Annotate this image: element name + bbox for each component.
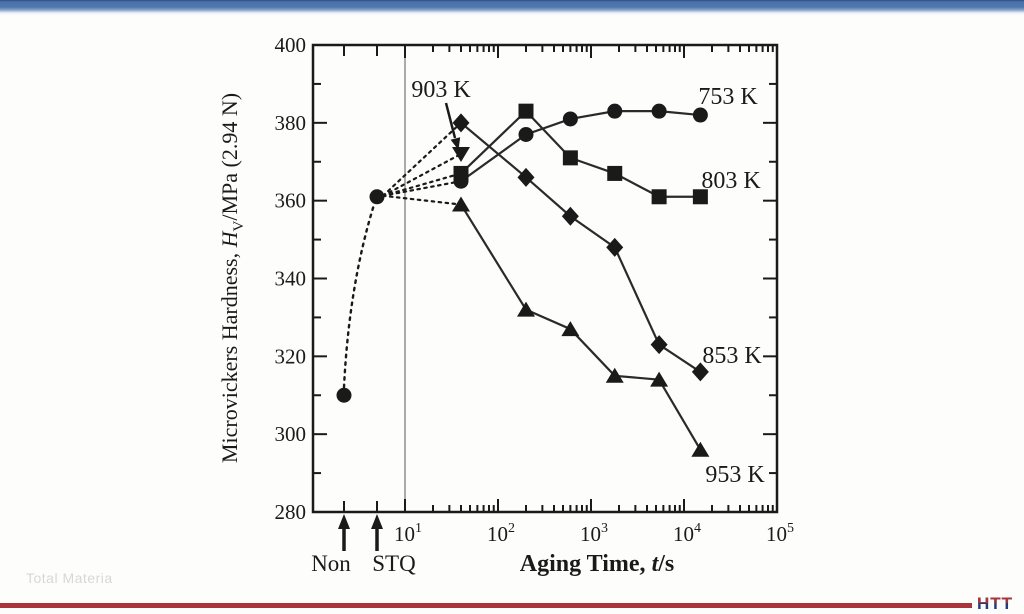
- bottom-red-rule: [0, 603, 972, 608]
- htt-logo-text-red-top: HTT: [977, 594, 1014, 613]
- svg-text:Non: Non: [311, 551, 351, 576]
- svg-text:903 K: 903 K: [411, 77, 471, 103]
- svg-text:105: 105: [766, 521, 794, 546]
- svg-text:803 K: 803 K: [701, 168, 761, 194]
- svg-text:STQ: STQ: [372, 551, 416, 576]
- pre-aging-dotted-paths: [342, 121, 463, 389]
- svg-text:320: 320: [275, 344, 307, 368]
- series-lines: [460, 109, 702, 451]
- pre-aging-non-point: [336, 387, 352, 403]
- svg-text:280: 280: [275, 500, 307, 524]
- pre-aging-stq-point: [369, 189, 385, 205]
- x-axis-label: Aging Time, t/s: [520, 551, 675, 577]
- svg-text:104: 104: [673, 521, 701, 546]
- temperature-labels: 753 K 803 K 853 K 903 K 953 K: [411, 77, 765, 488]
- svg-text:340: 340: [275, 267, 307, 291]
- svg-text:Aging Time, t/s: Aging Time, t/s: [520, 551, 675, 577]
- svg-text:102: 102: [487, 521, 515, 546]
- series-903-k: [451, 146, 470, 162]
- svg-text:360: 360: [275, 189, 307, 213]
- svg-text:753 K: 753 K: [698, 84, 758, 110]
- non-stq-annotations: Non STQ: [311, 514, 416, 576]
- total-materia-watermark: Total Materia: [26, 570, 113, 586]
- series-803-k: [453, 103, 708, 205]
- svg-text:953 K: 953 K: [705, 462, 765, 488]
- svg-text:300: 300: [275, 422, 307, 446]
- y-tick-labels: 400 380 360 340 320 300 280: [275, 33, 307, 524]
- svg-text:103: 103: [580, 521, 608, 546]
- series-953-k: [451, 196, 710, 457]
- axis-ticks: [313, 44, 778, 513]
- svg-text:853 K: 853 K: [702, 343, 762, 369]
- htt-logo: HTT HTT: [977, 594, 1023, 614]
- x-tick-labels: 101 102 103 104 105: [394, 521, 794, 546]
- svg-text:380: 380: [275, 111, 307, 135]
- series-853-k: [452, 113, 709, 382]
- svg-text:Microvickers Hardness, HV/MPa: Microvickers Hardness, HV/MPa (2.94 N): [217, 93, 247, 463]
- svg-text:101: 101: [394, 521, 422, 546]
- svg-text:400: 400: [275, 33, 307, 57]
- top-blue-bar: [0, 0, 1024, 16]
- htt-logo-text: HTT: [977, 594, 1014, 613]
- y-axis-label: Microvickers Hardness, HV/MPa (2.94 N): [217, 93, 247, 463]
